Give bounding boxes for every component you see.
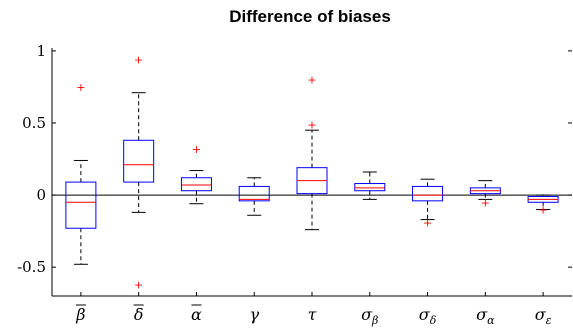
box-9: + σε [527, 194, 559, 327]
x-tick-label: α [191, 305, 202, 324]
iqr-box [65, 181, 97, 229]
x-tick-label: τ [308, 305, 318, 324]
outlier-marker: + [423, 216, 432, 229]
box-2: + + δ [123, 54, 155, 324]
plot-area: -0.500.51+β++δ+α γ++τ σβ+σδ+σα+σε [17, 42, 572, 327]
x-tick-label: β [75, 305, 85, 324]
box-1: +β [65, 81, 97, 324]
x-tick-label: σδ [419, 305, 437, 327]
outlier-marker: + [307, 74, 316, 87]
chart-title: Difference of biases [229, 7, 391, 26]
outlier-marker: + [307, 118, 316, 131]
box-8: + σα [469, 180, 501, 327]
x-tick-label: δ [134, 305, 144, 324]
outlier-marker: + [134, 278, 143, 291]
iqr-box [123, 139, 155, 183]
x-tick-label: σα [476, 305, 495, 327]
outlier-marker: + [134, 54, 143, 67]
iqr-box [354, 183, 386, 192]
y-tick-label: 0.5 [22, 114, 46, 132]
iqr-box [180, 177, 212, 192]
outlier-marker: + [192, 143, 201, 156]
outlier-marker: + [539, 203, 548, 216]
box-6: σβ [354, 171, 386, 327]
x-tick-label: σε [535, 305, 552, 327]
outlier-marker: + [76, 81, 85, 94]
iqr-box [412, 185, 444, 202]
y-tick-label: 1 [36, 42, 46, 60]
box-5: + + τ [296, 74, 328, 324]
iqr-box [238, 185, 270, 202]
box-3: +α [180, 143, 212, 324]
y-tick-label: -0.5 [17, 258, 46, 276]
x-tick-label: σβ [361, 305, 378, 327]
outlier-marker: + [481, 196, 490, 209]
x-tick-label: γ [249, 305, 259, 324]
box-4: γ [238, 177, 270, 324]
box-7: + σδ [412, 178, 444, 327]
y-tick-label: 0 [36, 186, 46, 204]
